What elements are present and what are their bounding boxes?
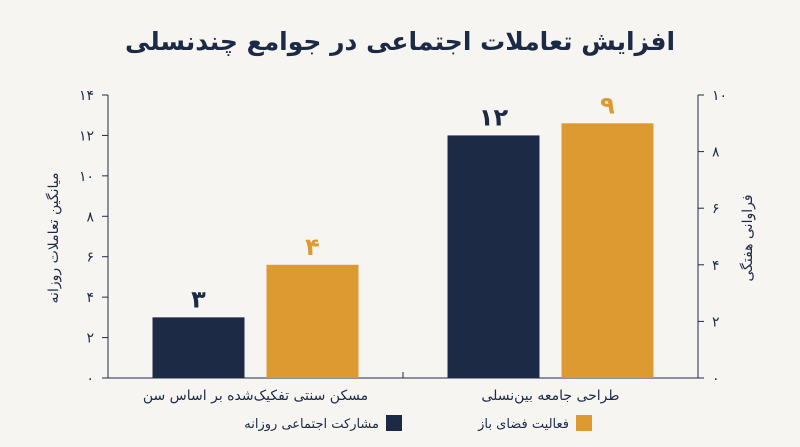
legend-swatch-outdoor-activity (576, 415, 592, 431)
bar-value-label: ۱۲ (479, 103, 509, 131)
legend-label-outdoor-activity: فعالیت فضای باز (477, 417, 569, 432)
y-right-tick-label: ۴ (712, 258, 720, 274)
bar-value-label: ۴ (305, 233, 320, 261)
y-right-tick-label: ۱۰ (712, 88, 727, 104)
y-left-tick-label: ۴ (86, 290, 94, 306)
y-left-tick-label: ۱۲ (79, 128, 94, 144)
bar (447, 135, 540, 378)
y-left-tick-label: ۶ (86, 250, 94, 266)
y-left-tick-label: ۲ (86, 331, 94, 347)
y-right-tick-label: ۶ (712, 201, 720, 217)
axes: ۰ ۲ ۴ ۶ ۸ ۱۰ ۱۲ ۱۴ ۰ ۲ ۴ ۶ ۸ ۱۰ مسکن سنتی تفکیک‌شده بر… (79, 88, 727, 404)
bar-value-label: ۳ (191, 285, 206, 313)
bars: ۳ ۴ ۱۲ ۹ (152, 91, 654, 378)
x-category-label: مسکن سنتی تفکیک‌شده بر اساس سن (143, 388, 368, 404)
y-left-tick-label: ۰ (86, 371, 94, 387)
chart-title: افزایش تعاملات اجتماعی در جوامع چندنسلی (125, 27, 675, 57)
bar (152, 317, 245, 378)
legend-label-daily-engagement: مشارکت اجتماعی روزانه (244, 417, 379, 432)
legend-swatch-daily-engagement (386, 415, 402, 431)
x-category-label: طراحی جامعه بین‌نسلی (481, 388, 619, 404)
y-right-label: فراوانی هفتگی (739, 194, 756, 281)
y-left-tick-label: ۱۰ (79, 169, 94, 185)
bar-value-label: ۹ (600, 91, 615, 119)
y-right-tick-label: ۸ (712, 145, 720, 161)
bar (561, 123, 654, 378)
legend: مشارکت اجتماعی روزانه فعالیت فضای باز (244, 415, 592, 432)
y-right-tick-label: ۰ (712, 371, 720, 387)
y-left-tick-label: ۸ (86, 209, 94, 225)
y-left-label: میانگین تعاملات روزانه (45, 173, 62, 304)
y-right-tick-label: ۲ (712, 314, 720, 330)
bar (266, 264, 359, 378)
y-left-tick-label: ۱۴ (79, 88, 94, 104)
